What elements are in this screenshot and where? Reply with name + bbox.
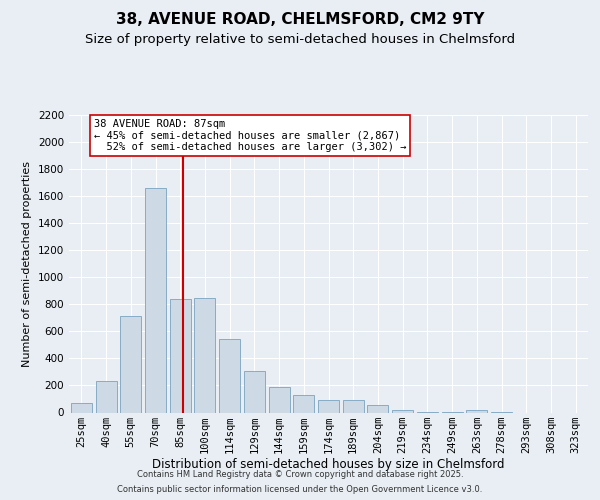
Text: 38 AVENUE ROAD: 87sqm
← 45% of semi-detached houses are smaller (2,867)
  52% of: 38 AVENUE ROAD: 87sqm ← 45% of semi-deta… — [94, 119, 406, 152]
Bar — [95, 382, 116, 412]
Bar — [120, 316, 141, 412]
Bar — [145, 188, 166, 412]
Bar — [392, 410, 413, 412]
Bar — [367, 405, 388, 412]
Bar — [194, 298, 215, 412]
Bar — [318, 400, 339, 412]
Bar — [466, 410, 487, 412]
Y-axis label: Number of semi-detached properties: Number of semi-detached properties — [22, 161, 32, 367]
X-axis label: Distribution of semi-detached houses by size in Chelmsford: Distribution of semi-detached houses by … — [152, 458, 505, 471]
Bar — [244, 370, 265, 412]
Text: Contains public sector information licensed under the Open Government Licence v3: Contains public sector information licen… — [118, 485, 482, 494]
Bar — [293, 395, 314, 412]
Bar — [219, 340, 240, 412]
Bar — [269, 387, 290, 412]
Bar — [343, 400, 364, 412]
Bar — [170, 299, 191, 412]
Text: Size of property relative to semi-detached houses in Chelmsford: Size of property relative to semi-detach… — [85, 32, 515, 46]
Text: Contains HM Land Registry data © Crown copyright and database right 2025.: Contains HM Land Registry data © Crown c… — [137, 470, 463, 479]
Bar — [71, 403, 92, 412]
Text: 38, AVENUE ROAD, CHELMSFORD, CM2 9TY: 38, AVENUE ROAD, CHELMSFORD, CM2 9TY — [116, 12, 484, 28]
